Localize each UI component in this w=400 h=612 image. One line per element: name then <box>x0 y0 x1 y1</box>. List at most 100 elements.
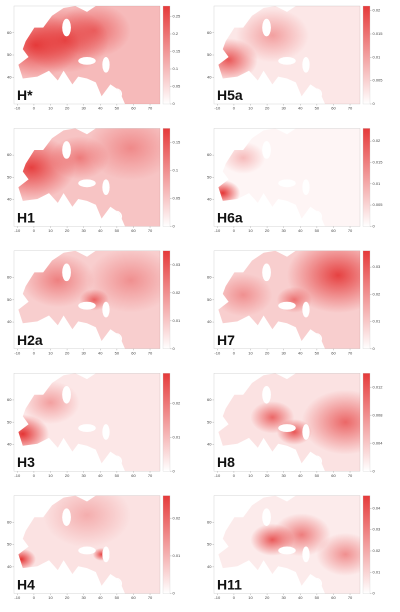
x-tick-label: 70 <box>148 595 153 600</box>
colorbar <box>362 495 371 594</box>
y-tick-label: 60 <box>207 397 212 402</box>
colorbar-tick-label: 0.01 <box>373 54 382 59</box>
colorbar <box>162 373 171 472</box>
x-tick-label: 0 <box>233 350 236 355</box>
y-tick-label: 50 <box>7 419 12 424</box>
sea <box>62 141 71 159</box>
x-tick-label: 40 <box>98 473 103 478</box>
x-tick-label: 50 <box>115 228 120 233</box>
x-tick-label: 40 <box>298 228 303 233</box>
x-tick-label: -10 <box>214 106 221 111</box>
x-tick-label: 60 <box>331 228 336 233</box>
x-tick-label: 20 <box>65 106 70 111</box>
colorbar-tick-label: 0 <box>373 346 376 351</box>
x-tick-label: 50 <box>315 473 320 478</box>
sea <box>302 546 310 563</box>
x-tick-label: 20 <box>265 595 270 600</box>
x-tick-label: 20 <box>65 228 70 233</box>
x-tick-label: 60 <box>131 106 136 111</box>
colorbar <box>162 495 171 594</box>
x-tick-label: 40 <box>98 350 103 355</box>
colorbar-tick-label: 0 <box>373 101 376 106</box>
x-tick-label: 0 <box>33 106 36 111</box>
x-tick-label: 70 <box>348 350 353 355</box>
x-tick-label: 50 <box>115 595 120 600</box>
x-tick-label: 50 <box>115 106 120 111</box>
x-tick-label: 30 <box>281 350 286 355</box>
colorbar <box>162 128 171 227</box>
x-tick-label: 50 <box>315 228 320 233</box>
x-tick-label: 0 <box>33 228 36 233</box>
x-tick-label: 60 <box>331 106 336 111</box>
colorbar-tick-label: 0 <box>373 468 376 473</box>
x-tick-label: 70 <box>148 350 153 355</box>
map-panel: -10 0 10 20 30 40 50 60 70 40 50 60 H11 0 0.01 0.02 0.03… <box>207 495 381 600</box>
panel-label: H2a <box>17 332 43 348</box>
colorbar-tick-label: 0.015 <box>373 160 384 165</box>
hotspot <box>87 128 161 181</box>
y-tick-label: 50 <box>207 419 212 424</box>
colorbar-tick-label: 0.1 <box>173 66 179 71</box>
x-tick-label: 50 <box>115 473 120 478</box>
x-tick-label: 40 <box>298 350 303 355</box>
sea <box>62 18 71 37</box>
y-tick-label: 60 <box>207 519 212 524</box>
x-tick-label: 60 <box>131 595 136 600</box>
y-tick-label: 60 <box>207 275 212 280</box>
hotspot <box>272 513 331 557</box>
x-tick-label: 30 <box>281 473 286 478</box>
panel-label: H6a <box>217 209 243 225</box>
sea <box>262 18 271 37</box>
x-tick-label: 70 <box>148 473 153 478</box>
y-tick-label: 40 <box>207 319 212 324</box>
y-tick-label: 40 <box>7 74 12 79</box>
x-tick-label: 60 <box>131 228 136 233</box>
colorbar-tick-label: 0.004 <box>373 440 384 445</box>
panel-label: H7 <box>217 332 235 348</box>
x-tick-label: 10 <box>248 350 253 355</box>
colorbar-tick-label: 0.02 <box>173 290 182 295</box>
hotspot <box>18 414 50 454</box>
y-tick-label: 50 <box>207 52 212 57</box>
sea <box>62 508 71 526</box>
colorbar-tick-label: 0.02 <box>373 291 382 296</box>
sea <box>78 301 96 310</box>
y-tick-label: 40 <box>207 442 212 447</box>
hotspot <box>43 495 131 548</box>
panel-label: H3 <box>17 454 35 470</box>
x-tick-label: -10 <box>14 350 21 355</box>
colorbar-tick-label: 0.03 <box>173 262 182 267</box>
x-tick-label: 10 <box>248 228 253 233</box>
x-tick-label: 30 <box>81 106 86 111</box>
y-tick-label: 60 <box>7 30 12 35</box>
x-tick-label: 0 <box>233 228 236 233</box>
x-tick-label: 0 <box>33 595 36 600</box>
x-tick-label: 20 <box>65 595 70 600</box>
colorbar-tick-label: 0 <box>173 101 176 106</box>
colorbar-tick-label: 0.05 <box>173 195 182 200</box>
colorbar-tick-label: 0.02 <box>173 401 182 406</box>
panel-label: H* <box>17 87 33 103</box>
colorbar-tick-label: 0.02 <box>373 138 382 143</box>
x-tick-label: 40 <box>98 106 103 111</box>
hotspot <box>287 250 360 314</box>
x-tick-label: 20 <box>265 106 270 111</box>
colorbar-tick-label: 0.005 <box>373 202 384 207</box>
colorbar-tick-label: 0.01 <box>173 553 182 558</box>
colorbar-tick-label: 0.02 <box>373 8 382 13</box>
map-panel: -10 0 10 20 30 40 50 60 70 40 50 60 H3 0 0.01 0.02 <box>7 373 182 478</box>
colorbar-tick-label: 0 <box>173 468 176 473</box>
x-tick-label: 70 <box>348 473 353 478</box>
hotspot <box>218 273 273 317</box>
y-tick-label: 40 <box>7 442 12 447</box>
y-tick-label: 40 <box>207 564 212 569</box>
x-tick-label: 10 <box>48 106 53 111</box>
colorbar <box>362 250 371 349</box>
x-tick-label: 70 <box>348 106 353 111</box>
sea <box>278 301 296 310</box>
x-tick-label: 10 <box>248 106 253 111</box>
map-panel: -10 0 10 20 30 40 50 60 70405060H*00.050.10.150.… <box>7 5 181 111</box>
sea <box>102 546 110 563</box>
hotspot <box>18 548 36 571</box>
